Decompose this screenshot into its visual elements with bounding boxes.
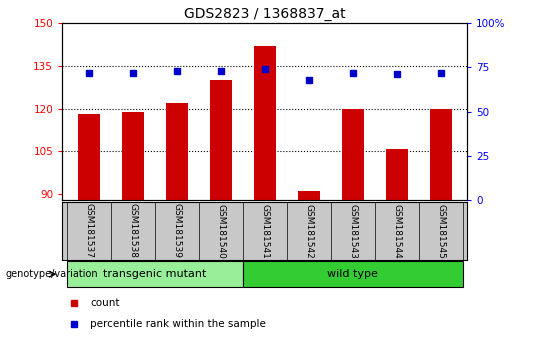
- Title: GDS2823 / 1368837_at: GDS2823 / 1368837_at: [184, 7, 346, 21]
- Bar: [386, 149, 408, 200]
- Text: count: count: [91, 298, 120, 308]
- Bar: [430, 109, 451, 200]
- Bar: [122, 112, 144, 200]
- Text: GSM181537: GSM181537: [84, 204, 93, 258]
- Bar: [298, 192, 320, 200]
- Bar: [254, 46, 275, 200]
- Bar: [210, 80, 232, 200]
- Bar: [242, 261, 463, 287]
- Bar: [78, 114, 99, 200]
- Text: GSM181538: GSM181538: [128, 204, 137, 258]
- Bar: [66, 261, 242, 287]
- Text: GSM181539: GSM181539: [172, 204, 181, 258]
- Text: GSM181545: GSM181545: [436, 204, 445, 258]
- Text: GSM181542: GSM181542: [304, 204, 313, 258]
- Text: wild type: wild type: [327, 269, 378, 279]
- Text: transgenic mutant: transgenic mutant: [103, 269, 206, 279]
- Text: GSM181541: GSM181541: [260, 204, 269, 258]
- Bar: [166, 103, 187, 200]
- Text: genotype/variation: genotype/variation: [5, 269, 98, 279]
- Text: GSM181544: GSM181544: [392, 204, 401, 258]
- Bar: [342, 109, 363, 200]
- Text: GSM181543: GSM181543: [348, 204, 357, 258]
- Text: percentile rank within the sample: percentile rank within the sample: [91, 319, 266, 329]
- Text: GSM181540: GSM181540: [216, 204, 225, 258]
